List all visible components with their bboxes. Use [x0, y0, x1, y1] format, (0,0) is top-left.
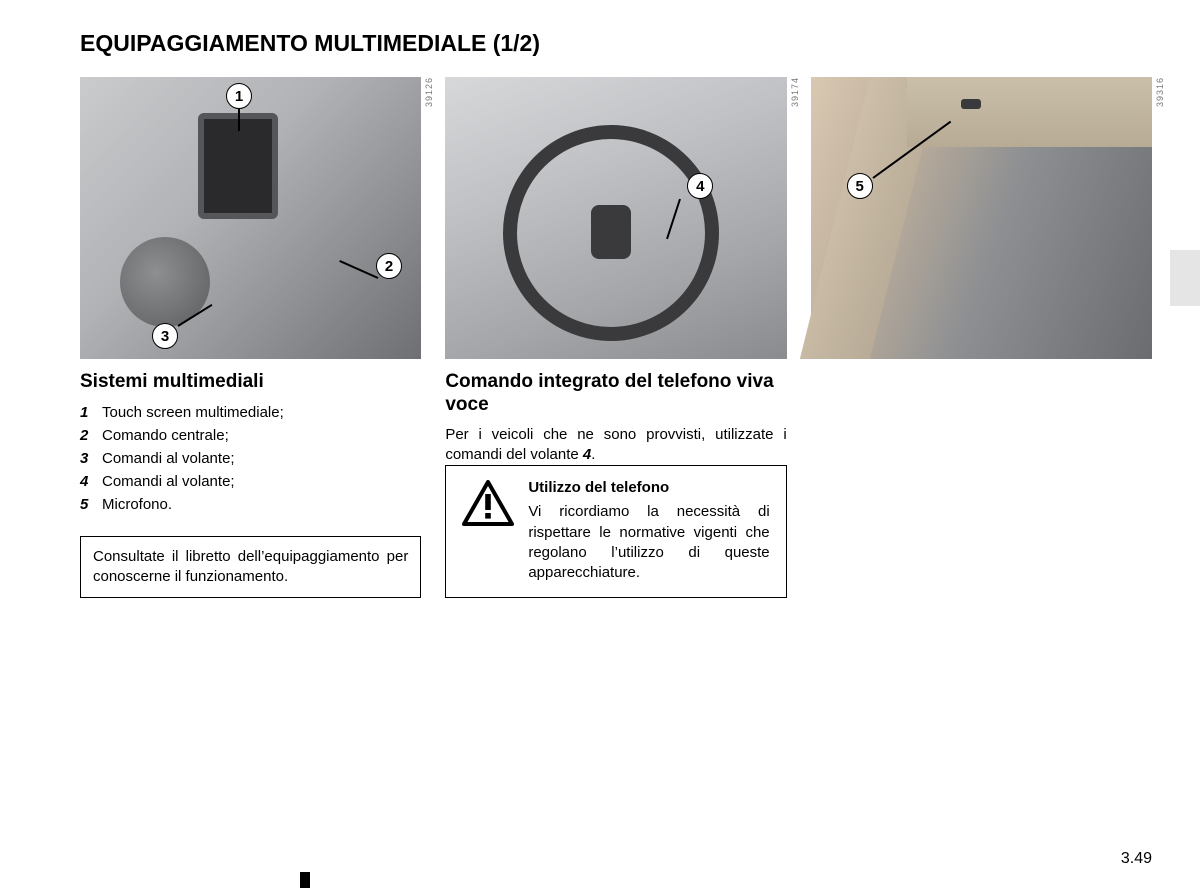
list-text: Microfono.: [102, 494, 172, 515]
list-num: 4: [80, 471, 94, 492]
list-item: 3 Comandi al volante;: [80, 448, 421, 469]
page-title: EQUIPAGGIAMENTO MULTIMEDIALE (1/2): [80, 30, 1152, 57]
callout-3: 3: [152, 323, 178, 349]
figure-middle-ref: 39174: [790, 77, 800, 107]
warning-icon: [462, 480, 514, 526]
figure-right-image: [811, 77, 1152, 359]
list-text: Comandi al volante;: [102, 448, 235, 469]
page-number: 3.49: [1121, 850, 1152, 868]
callout-5: 5: [847, 173, 873, 199]
warning-title: Utilizzo del telefono: [528, 478, 769, 498]
list-num: 1: [80, 402, 94, 423]
note-box: Consultate il libretto dell’equipag­giam…: [80, 536, 421, 599]
crop-mark: [300, 872, 310, 888]
column-2: 39174 4 Comando integrato del telefono v…: [445, 77, 786, 626]
figure-left-ref: 39126: [424, 77, 434, 107]
thumb-tab: [1170, 250, 1200, 306]
figure-middle: 39174 4: [445, 77, 786, 359]
col2-body-ref: 4: [583, 446, 591, 463]
col2-heading: Comando integrato del telefono viva voce: [445, 371, 786, 417]
figure-middle-image: [445, 77, 786, 359]
list-item: 2 Comando centrale;: [80, 425, 421, 446]
col1-heading: Sistemi multimediali: [80, 371, 421, 394]
list-item: 1 Touch screen multimediale;: [80, 402, 421, 423]
list-num: 3: [80, 448, 94, 469]
list-text: Touch screen multimediale;: [102, 402, 284, 423]
warning-body: Vi ricordiamo la necessità di rispettare…: [528, 502, 769, 583]
leader-1: [238, 109, 240, 131]
column-3: 39316 5: [811, 77, 1152, 626]
col2-body: Per i veicoli che ne sono provvisti, uti…: [445, 425, 786, 466]
col2-body-post: .: [591, 446, 595, 463]
col1-list: 1 Touch screen multimediale; 2 Comando cen…: [80, 402, 421, 517]
figure-right: 39316 5: [811, 77, 1152, 359]
list-item: 4 Comandi al volante;: [80, 471, 421, 492]
callout-1: 1: [226, 83, 252, 109]
column-1: 39126 1 2 3 Sistemi multimediali 1Touch …: [80, 77, 421, 626]
list-text: Comandi al volante;: [102, 471, 235, 492]
content-columns: 39126 1 2 3 Sistemi multimediali 1 Touch …: [80, 77, 1152, 626]
figure-left: 39126 1 2 3: [80, 77, 421, 359]
list-item: 5 Microfono.: [80, 494, 421, 515]
list-text: Comando centrale;: [102, 425, 229, 446]
col2-body-pre: Per i veicoli che ne sono provvisti, uti…: [445, 426, 786, 463]
callout-2: 2: [376, 253, 402, 279]
figure-right-ref: 39316: [1155, 77, 1165, 107]
list-num: 5: [80, 494, 94, 515]
figure-left-image: [80, 77, 421, 359]
list-num: 2: [80, 425, 94, 446]
warning-box: Utilizzo del telefono Vi ricordiamo la n…: [445, 465, 786, 598]
